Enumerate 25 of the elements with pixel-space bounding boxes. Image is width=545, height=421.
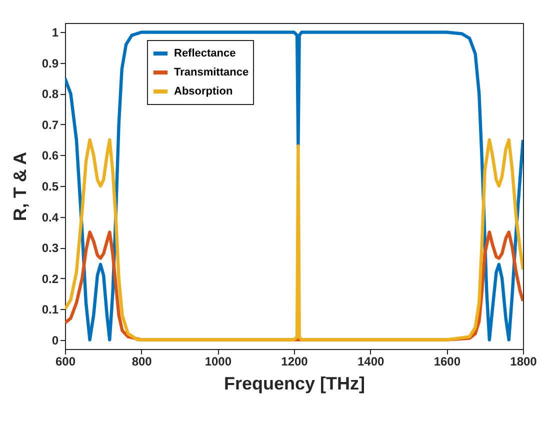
- y-tick-label: 0.6: [42, 148, 59, 163]
- y-tick-label: 0.9: [42, 56, 59, 70]
- y-tick-label: 1: [52, 26, 59, 40]
- y-tick-label: 0.4: [42, 210, 59, 224]
- x-tick-label: 1200: [281, 354, 308, 368]
- y-axis-title: R, T & A: [10, 152, 30, 222]
- legend-label: Transmittance: [174, 66, 249, 78]
- x-tick-label: 1600: [434, 354, 461, 368]
- y-tick-label: 0.1: [42, 302, 59, 317]
- line-series: [65, 30, 523, 342]
- x-tick-label: 1000: [204, 354, 232, 368]
- x-tick-label: 800: [132, 354, 152, 368]
- line-series: [65, 138, 523, 342]
- legend-label: Absorption: [174, 86, 233, 98]
- y-tick-label: 0.7: [42, 118, 59, 132]
- y-tick-label: 0.2: [42, 272, 59, 286]
- x-tick-label: 1800: [510, 354, 538, 368]
- x-tick-label: 600: [55, 354, 76, 368]
- y-tick-label: 0.5: [42, 180, 59, 194]
- legend-label: Reflectance: [174, 48, 236, 60]
- y-tick-label: 0: [52, 333, 59, 348]
- x-tick-label: 1400: [357, 354, 385, 368]
- y-tick-label: 0.3: [42, 241, 59, 256]
- y-tick-label: 0.8: [42, 87, 59, 102]
- x-axis-title: Frequency [THz]: [224, 374, 366, 394]
